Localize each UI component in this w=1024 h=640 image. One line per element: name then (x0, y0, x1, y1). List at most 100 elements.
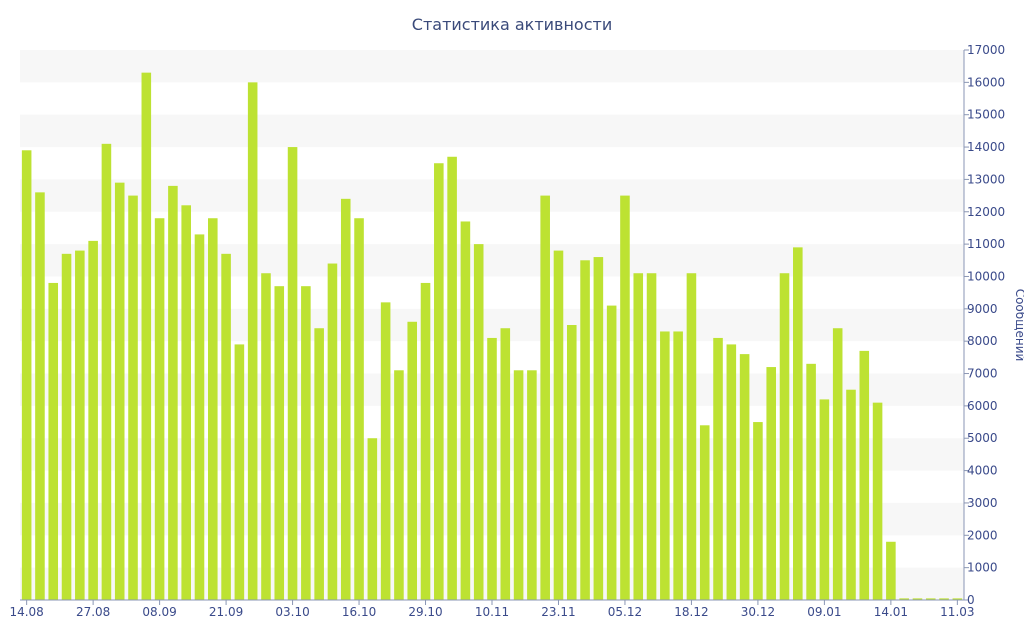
bar[interactable] (540, 195, 550, 600)
bar[interactable] (194, 234, 205, 601)
bar[interactable] (660, 331, 670, 600)
x-tick-label: 27.08 (76, 605, 110, 619)
bar[interactable] (872, 402, 883, 600)
bar[interactable] (314, 328, 324, 600)
y-tick-label: 11000 (967, 237, 1005, 251)
bar[interactable] (181, 205, 191, 600)
y-tick-label: 12000 (967, 205, 1005, 219)
bar[interactable] (779, 273, 790, 600)
bar[interactable] (101, 143, 112, 600)
x-tick-label: 14.08 (9, 605, 43, 619)
bar[interactable] (141, 72, 152, 601)
bar[interactable] (221, 253, 231, 600)
bar[interactable] (473, 244, 484, 600)
bar[interactable] (713, 337, 723, 600)
bar[interactable] (274, 286, 285, 600)
bar[interactable] (420, 282, 431, 600)
bar[interactable] (886, 541, 896, 600)
bar[interactable] (580, 260, 590, 600)
bar[interactable] (566, 325, 577, 600)
y-tick-label: 14000 (967, 140, 1005, 154)
x-tick-label: 11.03 (940, 605, 974, 619)
bar[interactable] (527, 370, 537, 600)
bar[interactable] (633, 273, 644, 600)
bar[interactable] (168, 185, 178, 600)
bar[interactable] (553, 250, 564, 600)
bar[interactable] (287, 147, 298, 600)
y-tick-label: 3000 (967, 496, 998, 510)
bar[interactable] (726, 344, 737, 600)
bar[interactable] (832, 328, 843, 600)
y-tick-label: 2000 (967, 528, 998, 542)
bar[interactable] (128, 195, 138, 600)
bar[interactable] (394, 370, 404, 600)
bar[interactable] (114, 182, 125, 600)
chart-title: Статистика активности (411, 15, 613, 34)
x-tick-label: 09.01 (807, 605, 841, 619)
bar[interactable] (819, 399, 830, 600)
bar[interactable] (340, 198, 351, 600)
bar[interactable] (739, 354, 750, 600)
bar[interactable] (61, 253, 72, 600)
bar[interactable] (753, 422, 763, 600)
bar[interactable] (846, 389, 856, 600)
bar[interactable] (620, 195, 630, 600)
bar[interactable] (434, 163, 444, 600)
bar[interactable] (35, 192, 45, 600)
bar[interactable] (21, 150, 32, 600)
x-tick-label: 10.11 (475, 605, 509, 619)
y-tick-label: 4000 (967, 464, 998, 478)
y-tick-label: 9000 (967, 302, 998, 316)
bar[interactable] (88, 240, 98, 600)
bar[interactable] (354, 218, 364, 600)
y-tick-label: 8000 (967, 334, 998, 348)
bar[interactable] (925, 598, 936, 600)
bar[interactable] (513, 370, 524, 600)
bar[interactable] (646, 273, 657, 600)
bar[interactable] (500, 328, 511, 600)
x-tick-label: 18.12 (674, 605, 708, 619)
bar[interactable] (407, 321, 418, 600)
bar[interactable] (367, 438, 378, 600)
x-tick-label: 05.12 (608, 605, 642, 619)
bar[interactable] (593, 257, 604, 600)
bar[interactable] (939, 598, 949, 600)
x-tick-label: 16.10 (342, 605, 376, 619)
y-tick-label: 1000 (967, 561, 998, 575)
bar[interactable] (806, 363, 816, 600)
y-tick-label: 5000 (967, 431, 998, 445)
bar[interactable] (208, 218, 218, 600)
y-tick-label: 17000 (967, 43, 1005, 57)
bar[interactable] (673, 331, 683, 600)
bar[interactable] (606, 305, 617, 600)
bar[interactable] (460, 221, 471, 600)
y-tick-label: 15000 (967, 108, 1005, 122)
bar[interactable] (301, 286, 311, 600)
bar[interactable] (859, 350, 870, 600)
bar[interactable] (487, 337, 497, 600)
grid-band (20, 50, 964, 83)
bar[interactable] (766, 367, 776, 600)
grid-band (20, 114, 964, 148)
bar[interactable] (75, 250, 85, 600)
x-tick-label: 14.01 (874, 605, 908, 619)
bar[interactable] (380, 302, 391, 600)
x-tick-label: 08.09 (142, 605, 176, 619)
y-tick-label: 16000 (967, 75, 1005, 89)
bar[interactable] (247, 82, 258, 600)
bar[interactable] (327, 263, 338, 600)
bar[interactable] (234, 344, 245, 600)
bar[interactable] (686, 273, 697, 600)
x-tick-label: 29.10 (408, 605, 442, 619)
bar[interactable] (793, 247, 803, 600)
bar[interactable] (912, 598, 923, 600)
bar[interactable] (154, 218, 165, 600)
bar[interactable] (48, 282, 59, 600)
bar[interactable] (447, 156, 457, 600)
bar[interactable] (899, 598, 909, 600)
bar[interactable] (699, 425, 710, 600)
bar[interactable] (261, 273, 271, 600)
bar[interactable] (952, 598, 963, 600)
y-tick-label: 6000 (967, 399, 998, 413)
